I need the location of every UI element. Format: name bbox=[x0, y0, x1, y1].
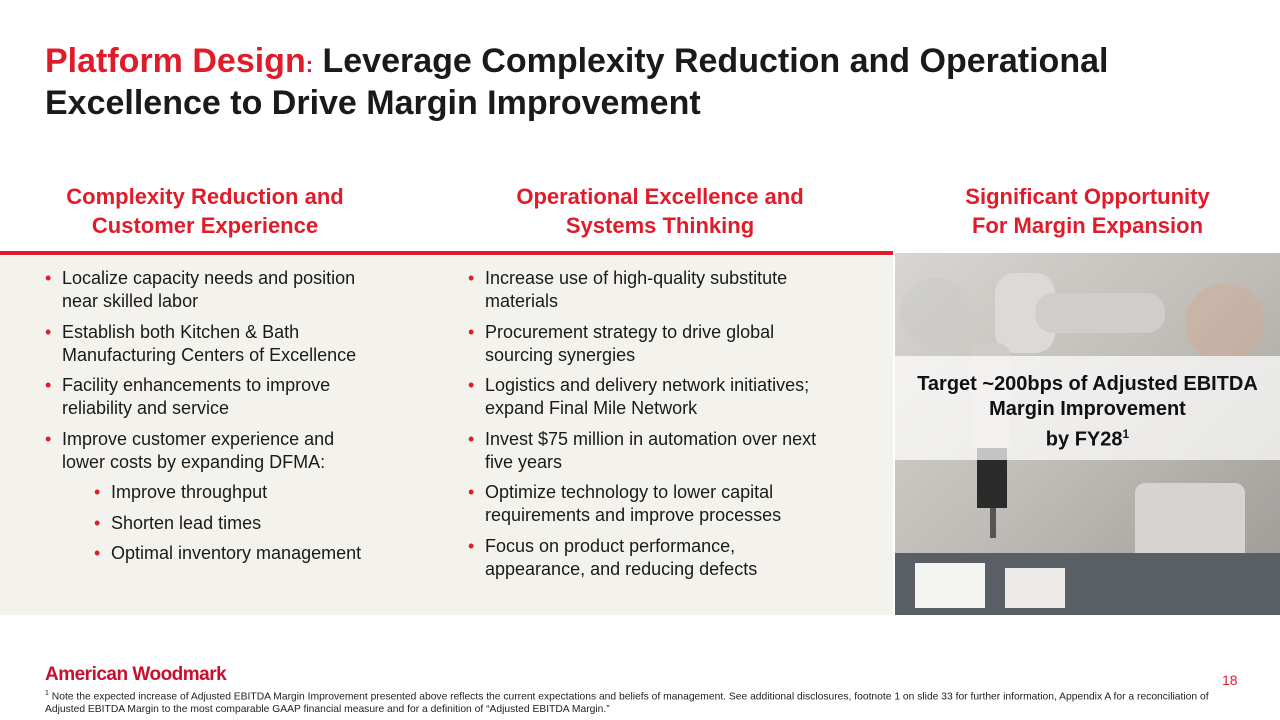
column-heading: Complexity Reduction and Customer Experie… bbox=[30, 182, 380, 240]
footnote-text: Note the expected increase of Adjusted E… bbox=[45, 691, 1209, 716]
heading-line: Customer Experience bbox=[91, 213, 319, 238]
heading-line: Operational Excellence and bbox=[516, 184, 804, 209]
bullet: Increase use of high-quality substitute … bbox=[468, 267, 833, 313]
bullet: Establish both Kitchen & Bath Manufactur… bbox=[45, 321, 375, 367]
title-separator: : bbox=[305, 52, 314, 77]
robot-image bbox=[895, 253, 1280, 615]
bullet: Focus on product performance, appearance… bbox=[468, 535, 833, 581]
heading-line: Systems Thinking bbox=[565, 213, 755, 238]
superscript: 1 bbox=[1122, 427, 1130, 441]
logo: American Woodmark bbox=[45, 664, 227, 685]
column-heading: Significant Opportunity For Margin Expans… bbox=[900, 182, 1275, 240]
bullet: Facility enhancements to improve reliabi… bbox=[45, 374, 375, 420]
callout: Target ~200bps of Adjusted EBITDA Margin … bbox=[895, 372, 1280, 453]
bullet-list: Increase use of high-quality substitute … bbox=[468, 267, 833, 588]
sub-bullet: Improve throughput bbox=[94, 481, 375, 504]
callout-text: by FY28 bbox=[1045, 428, 1123, 451]
heading-line: For Margin Expansion bbox=[971, 213, 1204, 238]
sub-bullet: Optimal inventory management bbox=[94, 542, 375, 565]
bullet: Invest $75 million in automation over ne… bbox=[468, 428, 833, 474]
bullet: Localize capacity needs and position nea… bbox=[45, 267, 375, 313]
bullet-list: Localize capacity needs and position nea… bbox=[45, 267, 375, 573]
title-highlight: Platform Design bbox=[45, 42, 306, 80]
callout-line: Target ~200bps of Adjusted EBITDA bbox=[917, 373, 1258, 395]
callout-band bbox=[895, 356, 1280, 460]
title-text: Leverage Complexity Reduction and Operat… bbox=[45, 42, 1109, 122]
heading-line: Complexity Reduction and bbox=[66, 184, 344, 209]
bullet: Improve customer experience and lower co… bbox=[45, 428, 375, 474]
divider bbox=[0, 251, 893, 255]
heading-line: Significant Opportunity bbox=[965, 184, 1210, 209]
column-heading: Operational Excellence and Systems Thinki… bbox=[480, 182, 840, 240]
callout-line: by FY281 bbox=[895, 422, 1280, 453]
bullet: Optimize technology to lower capital req… bbox=[468, 481, 833, 527]
sub-bullet: Shorten lead times bbox=[94, 512, 375, 535]
page-number: 18 bbox=[1222, 672, 1238, 688]
bullet: Procurement strategy to drive global sou… bbox=[468, 321, 833, 367]
bullet: Logistics and delivery network initiativ… bbox=[468, 374, 833, 420]
callout-line: Margin Improvement bbox=[989, 398, 1186, 420]
footnote-marker: 1 bbox=[45, 690, 49, 697]
footnote: 1 Note the expected increase of Adjusted… bbox=[45, 687, 1235, 716]
title: Platform Design: Leverage Complexity Red… bbox=[45, 42, 1245, 122]
